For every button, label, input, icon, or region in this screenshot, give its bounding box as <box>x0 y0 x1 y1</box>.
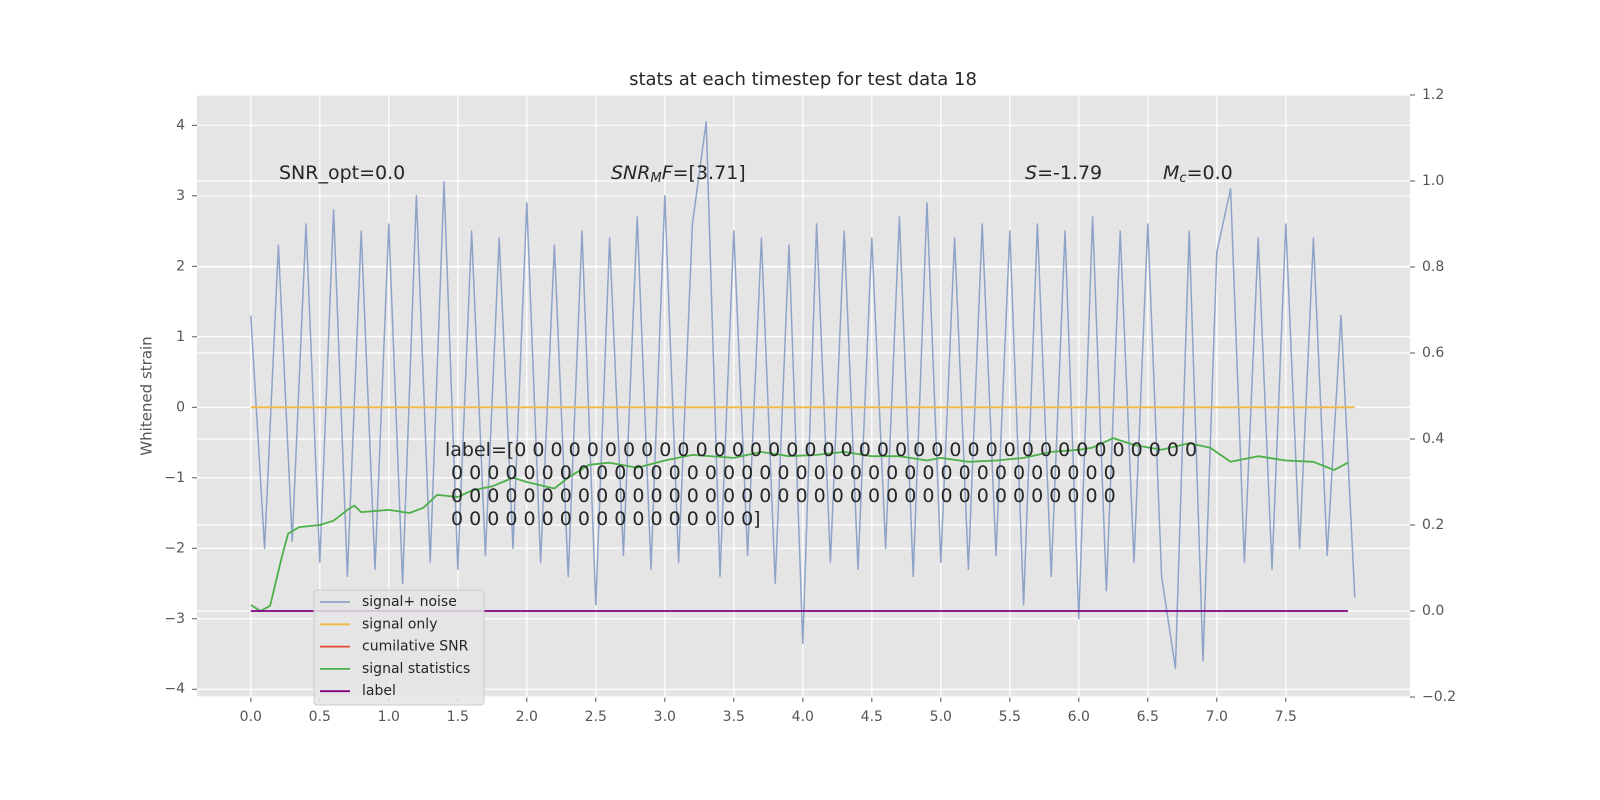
x-tick-label: 3.0 <box>654 709 676 725</box>
label-line: 0 0 0 0 0 0 0 0 0 0 0 0 0 0 0 0 0] <box>445 508 761 530</box>
annotation-part: S <box>1025 162 1037 184</box>
x-tick-label: 3.5 <box>723 709 745 725</box>
x-tick-label: 6.0 <box>1068 709 1090 725</box>
legend-label: signal statistics <box>362 661 470 677</box>
y2-tick-label: 0.2 <box>1422 517 1444 533</box>
x-tick-label: 2.5 <box>585 709 607 725</box>
annotation: SNRMF=[3.71] <box>611 162 746 186</box>
annotation-part: M <box>650 171 661 186</box>
label-text: label=[0 0 0 0 0 0 0 0 0 0 0 0 0 0 0 0 0… <box>445 439 1197 530</box>
x-tick-label: 4.5 <box>861 709 883 725</box>
legend-label: label <box>362 683 396 699</box>
y-tick-label: −4 <box>164 681 185 697</box>
label-line: 0 0 0 0 0 0 0 0 0 0 0 0 0 0 0 0 0 0 0 0 … <box>445 485 1116 507</box>
x-tick-label: 1.0 <box>378 709 400 725</box>
annotation-part: =-1.79 <box>1037 162 1102 184</box>
x-tick-label: 4.0 <box>792 709 814 725</box>
x-tick-label: 0.5 <box>309 709 331 725</box>
annotation-part: =[3.71] <box>673 162 746 184</box>
y-tick-label: 3 <box>176 188 185 204</box>
series-line <box>250 437 1349 612</box>
annotation-part: =0.0 <box>1187 162 1233 184</box>
y2-tick-label: −0.2 <box>1422 689 1456 705</box>
y-tick-label: 0 <box>176 399 185 415</box>
y2-tick-label: 0.4 <box>1422 431 1444 447</box>
annotation-part: SNR_opt=0.0 <box>279 162 405 184</box>
y-tick-label: −3 <box>164 611 185 627</box>
legend-label: signal only <box>362 616 437 632</box>
annotation: S=-1.79 <box>1025 162 1102 184</box>
annotation-part: M <box>1163 162 1179 184</box>
annotations: SNR_opt=0.0 SNRMF=[3.71] S=-1.79 Mc=0.0labe… <box>279 162 1233 530</box>
legend: signal+ noise signal only cumilative SNR si… <box>313 589 485 706</box>
annotation-part: F <box>662 162 674 184</box>
annotation: Mc=0.0 <box>1163 162 1233 186</box>
chart-title: stats at each timestep for test data 18 <box>629 69 977 90</box>
annotation-part: SNR <box>611 162 650 184</box>
legend-frame <box>313 589 485 706</box>
legend-label: cumilative SNR <box>362 639 469 655</box>
y2-tick-label: 1.2 <box>1422 87 1444 103</box>
y2-tick-label: 0.0 <box>1422 603 1444 619</box>
x-tick-label: 6.5 <box>1137 709 1159 725</box>
y-tick-label: −1 <box>164 470 185 486</box>
series-line <box>250 121 1356 669</box>
x-tick-label: 5.5 <box>999 709 1021 725</box>
y2-tick-label: 0.8 <box>1422 259 1444 275</box>
x-tick-label: 7.0 <box>1206 709 1228 725</box>
y-tick-label: 1 <box>176 329 185 345</box>
y2-tick-label: 0.6 <box>1422 345 1444 361</box>
y-tick-label: 4 <box>176 117 185 133</box>
annotation-part: c <box>1179 171 1186 186</box>
annotation: SNR_opt=0.0 <box>279 162 405 184</box>
x-tick-label: 7.5 <box>1275 709 1297 725</box>
y-tick-label: −2 <box>164 540 185 556</box>
legend-label: signal+ noise <box>362 594 457 610</box>
x-tick-label: 2.0 <box>516 709 538 725</box>
label-line: 0 0 0 0 0 0 0 0 0 0 0 0 0 0 0 0 0 0 0 0 … <box>445 462 1116 484</box>
x-tick-label: 5.0 <box>930 709 952 725</box>
y-axis-label: Whitened strain <box>138 336 156 455</box>
x-tick-label: 1.5 <box>447 709 469 725</box>
label-line: label=[0 0 0 0 0 0 0 0 0 0 0 0 0 0 0 0 0… <box>445 439 1197 461</box>
y2-tick-label: 1.0 <box>1422 173 1444 189</box>
x-tick-label: 0.0 <box>240 709 262 725</box>
y-tick-label: 2 <box>176 258 185 274</box>
marks <box>250 121 1356 669</box>
